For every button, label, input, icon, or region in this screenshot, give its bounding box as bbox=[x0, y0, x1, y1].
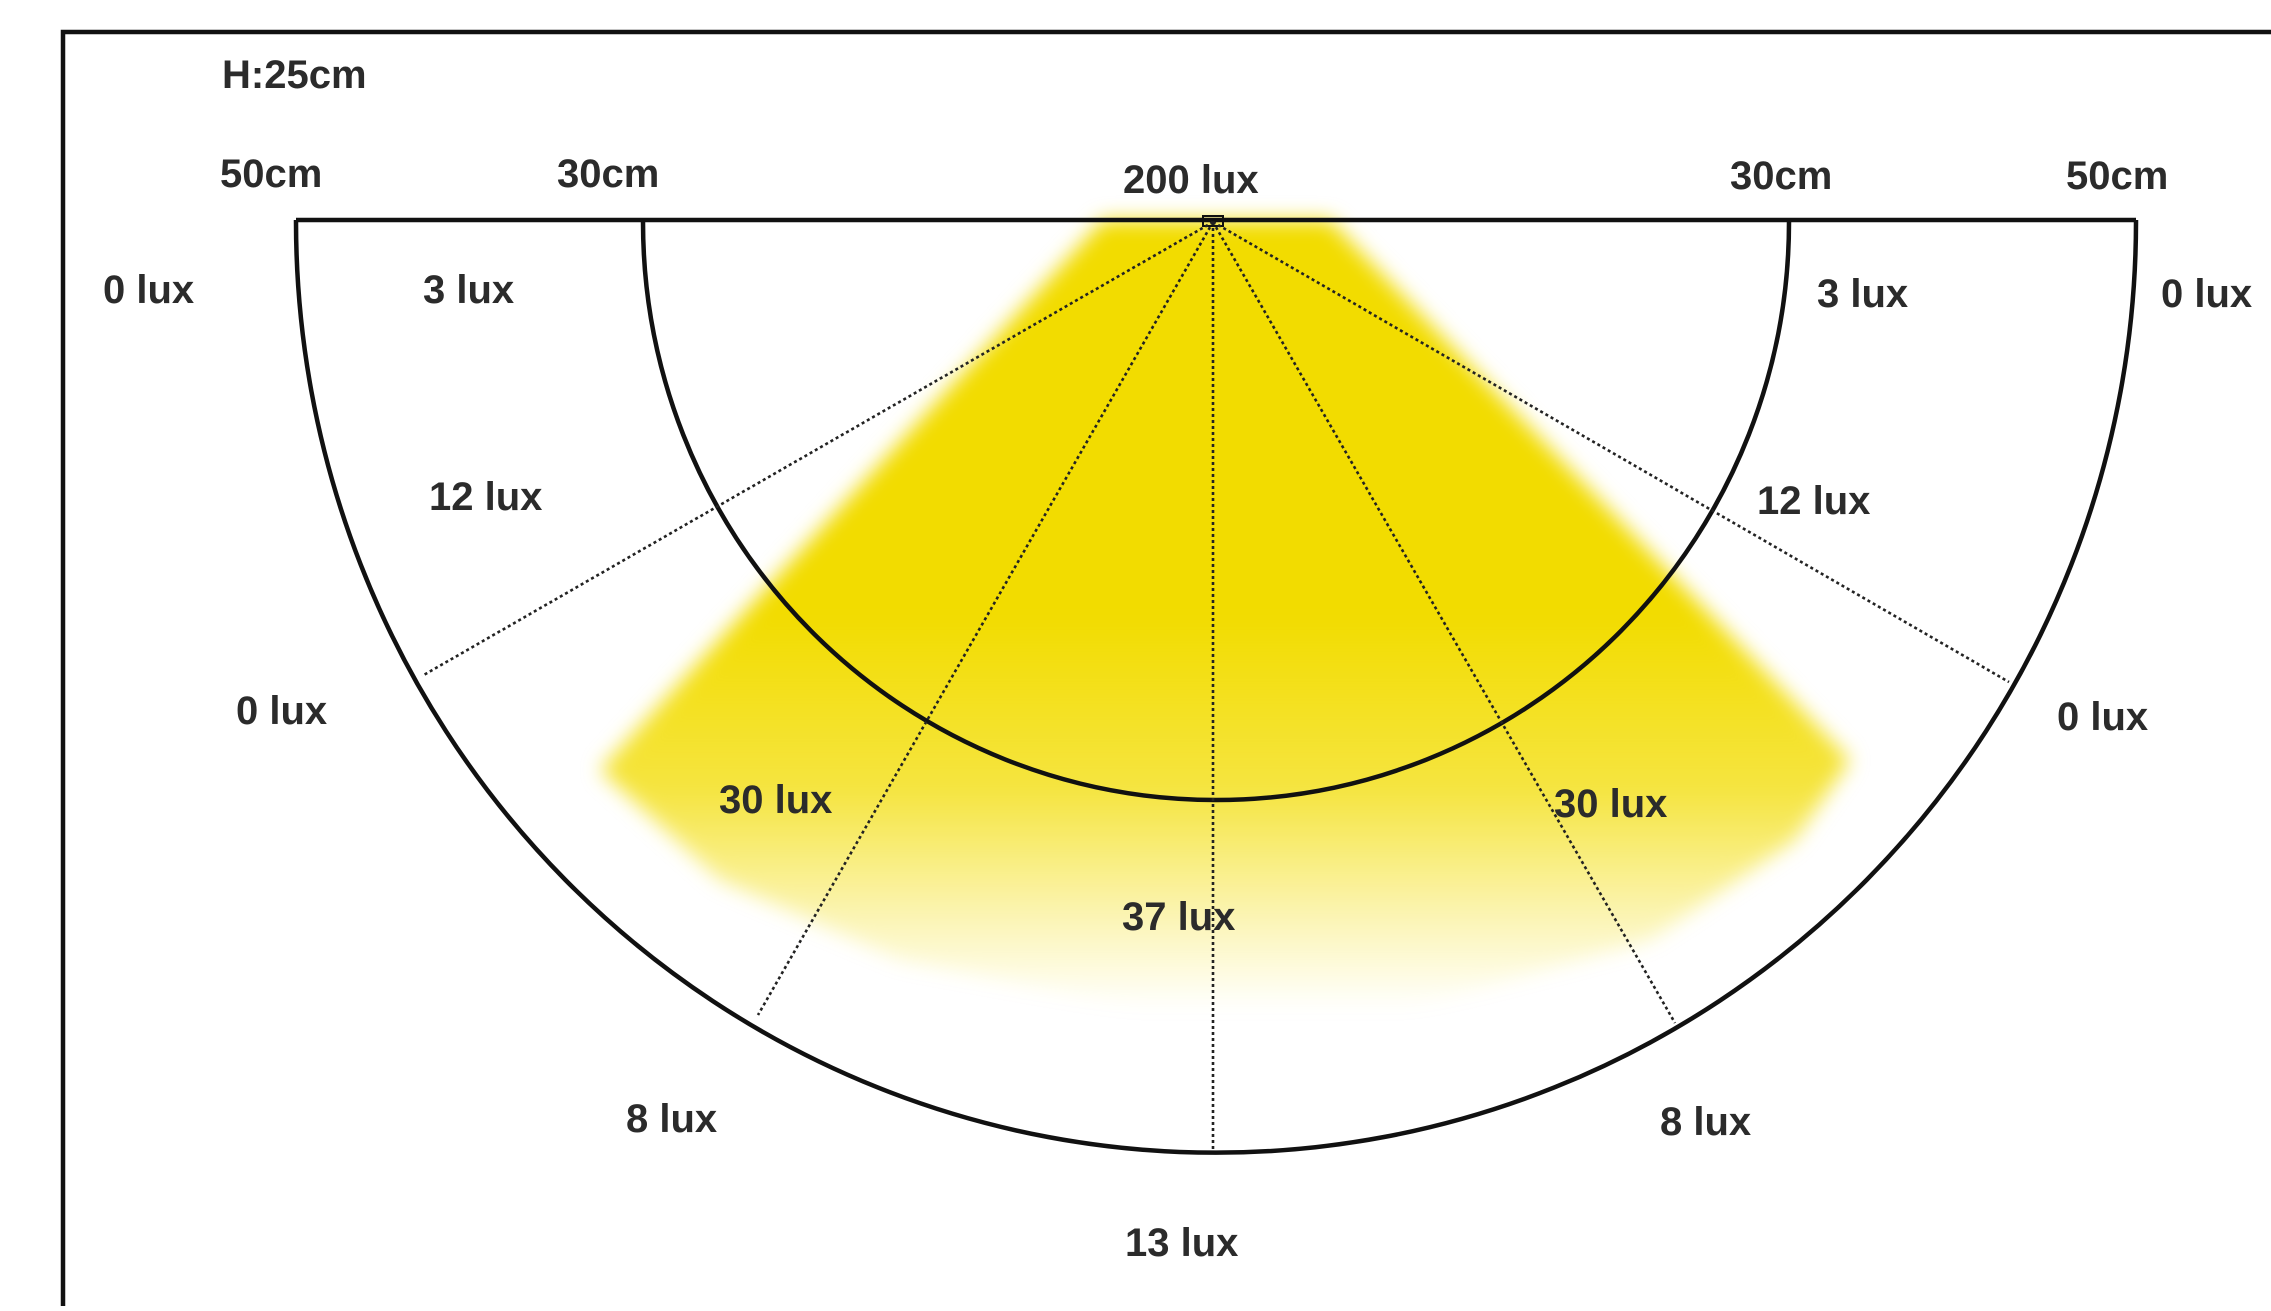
illuminance-inner-top-right: 3 lux bbox=[1817, 272, 1908, 316]
radial-lines bbox=[421, 220, 2010, 1152]
ray-left-inner bbox=[756, 221, 1215, 1016]
illuminance-inner-top-left: 3 lux bbox=[423, 268, 514, 312]
illuminance-inner-lower-left: 30 lux bbox=[719, 778, 832, 822]
distance-label-left-outer: 50cm bbox=[220, 152, 322, 196]
illuminance-outer-lower-right: 8 lux bbox=[1660, 1100, 1751, 1144]
illuminance-outer-mid-right: 0 lux bbox=[2057, 695, 2148, 739]
distance-label-left-inner: 30cm bbox=[557, 152, 659, 196]
diagram-frame bbox=[60, 29, 2271, 1311]
illuminance-outer-lower-left: 8 lux bbox=[626, 1097, 717, 1141]
outer-arc-50cm bbox=[293, 220, 2139, 1156]
inner-arc-30cm bbox=[640, 221, 1792, 803]
ray-right-inner bbox=[1211, 221, 1677, 1024]
illuminance-outer-top-right: 0 lux bbox=[2161, 272, 2252, 316]
light-source-marker bbox=[1202, 215, 1224, 227]
distance-label-right-outer: 50cm bbox=[2066, 154, 2168, 198]
light-beam bbox=[600, 220, 1850, 1010]
center-illuminance-label: 200 lux bbox=[1123, 158, 1259, 202]
illuminance-inner-lower-right: 30 lux bbox=[1554, 782, 1667, 826]
illuminance-outer-mid-left: 0 lux bbox=[236, 689, 327, 733]
illuminance-inner-upper-left: 12 lux bbox=[429, 475, 542, 519]
illuminance-outer-bottom: 13 lux bbox=[1125, 1221, 1238, 1265]
illuminance-outer-top-left: 0 lux bbox=[103, 268, 194, 312]
distance-label-right-inner: 30cm bbox=[1730, 154, 1832, 198]
ray-left-outer bbox=[421, 220, 1214, 678]
height-label: H:25cm bbox=[222, 53, 367, 97]
illuminance-inner-upper-right: 12 lux bbox=[1757, 479, 1870, 523]
illuminance-inner-center: 37 lux bbox=[1122, 895, 1235, 939]
